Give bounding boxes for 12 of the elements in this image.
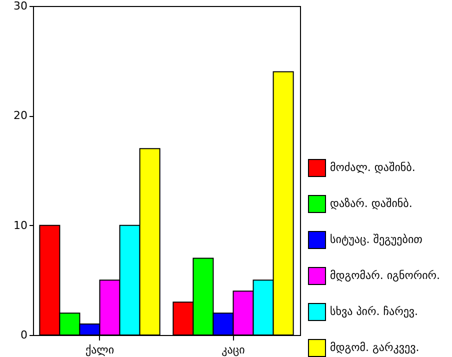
y-tick-label: 20 <box>14 109 28 122</box>
x-tick-label: კაცი <box>222 344 246 356</box>
y-tick-label: 30 <box>14 0 28 12</box>
x-tick-label: ქალი <box>85 344 114 356</box>
y-tick-label: 10 <box>14 218 28 232</box>
legend-label: მდგომ. გარკვევ. <box>330 340 420 354</box>
legend-label: მდგომარ. იგნორირ. <box>330 268 440 282</box>
y-tick-label: 0 <box>20 328 28 342</box>
legend-label: სიტუაც. შეგუებით <box>330 232 423 246</box>
legend-label: სხვა პირ. ჩარევ. <box>330 304 418 318</box>
legend-label: მოძალ. დაშინბ. <box>330 160 416 174</box>
legend-label: დაზარ. დაშინბ. <box>330 196 412 210</box>
